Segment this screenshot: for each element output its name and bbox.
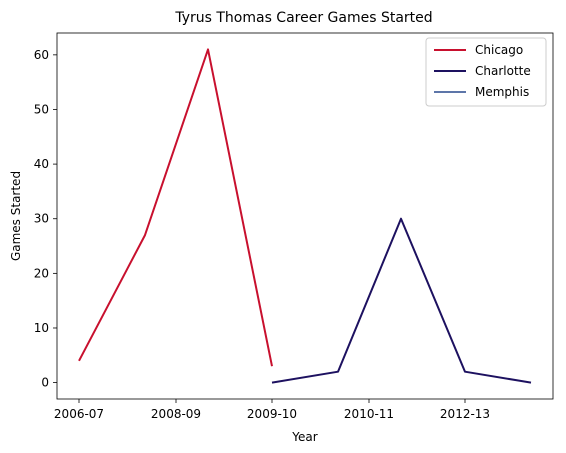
x-axis-ticks: 2006-07 2008-09 2009-10 2010-11 2012-13	[54, 399, 490, 421]
legend-label-memphis: Memphis	[475, 85, 529, 99]
series-line-charlotte	[271, 217, 532, 384]
y-tick-label: 30	[34, 212, 49, 226]
y-tick-label: 60	[34, 48, 49, 62]
legend-label-charlotte: Charlotte	[475, 64, 531, 78]
x-tick-label: 2009-10	[247, 407, 297, 421]
legend-box	[425, 37, 547, 107]
x-tick-label: 2006-07	[54, 407, 104, 421]
x-tick-label: 2008-09	[151, 407, 201, 421]
chart-title: Tyrus Thomas Career Games Started	[174, 10, 432, 26]
x-axis-label: Year	[291, 430, 317, 444]
x-tick-label: 2010-11	[344, 407, 394, 421]
y-tick-label: 20	[34, 266, 49, 280]
y-tick-label: 0	[41, 376, 49, 390]
series-lines	[78, 48, 532, 384]
y-tick-label: 50	[34, 102, 49, 116]
y-axis-label: Games Started	[9, 171, 23, 261]
legend: Chicago Charlotte Memphis	[425, 37, 547, 107]
y-tick-label: 10	[34, 321, 49, 335]
series-line-chicago	[78, 48, 273, 367]
plot-frame	[56, 32, 554, 400]
x-tick-label: 2012-13	[440, 407, 490, 421]
y-axis-ticks: 0 10 20 30 40 50 60	[34, 48, 57, 390]
legend-label-chicago: Chicago	[475, 43, 523, 57]
y-tick-label: 40	[34, 157, 49, 171]
